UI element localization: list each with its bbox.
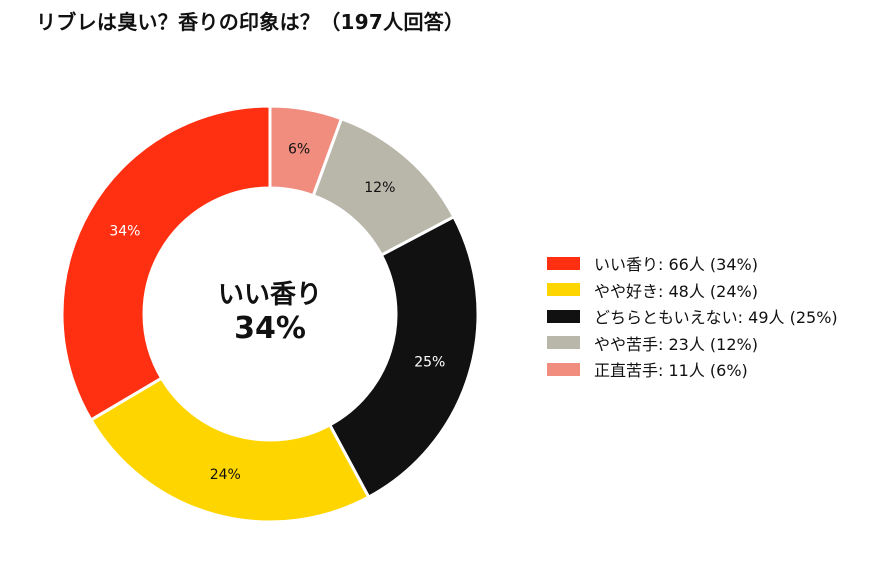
legend-item-neutral: どちらともいえない: 49人 (25%) xyxy=(547,303,838,330)
chart-title: リブレは臭い？香りの印象は？（197人回答） xyxy=(36,10,465,34)
slice-label-somewhat-dislike: 12% xyxy=(364,180,395,196)
slice-label-dislike: 6% xyxy=(288,142,310,158)
legend-label-dislike: 正直苦手: 11人 (6%) xyxy=(594,361,748,381)
slice-label-somewhat-like: 24% xyxy=(210,467,241,483)
donut-slice-good-smell xyxy=(60,104,272,422)
slice-label-good-smell: 34% xyxy=(109,223,140,239)
slice-label-neutral: 25% xyxy=(414,355,445,371)
legend-item-somewhat-dislike: やや苦手: 23人 (12%) xyxy=(547,330,838,357)
legend-label-neutral: どちらともいえない: 49人 (25%) xyxy=(594,308,838,328)
legend-item-somewhat-like: やや好き: 48人 (24%) xyxy=(547,277,838,304)
legend-swatch-somewhat-dislike xyxy=(547,336,580,350)
donut-slice-somewhat-like xyxy=(89,376,371,524)
legend-swatch-neutral xyxy=(547,309,580,323)
legend-label-good-smell: いい香り: 66人 (34%) xyxy=(594,255,758,275)
legend-swatch-somewhat-like xyxy=(547,283,580,297)
center-label: いい香り 34% xyxy=(170,280,370,347)
legend-swatch-good-smell xyxy=(547,256,580,270)
center-label-category: いい香り xyxy=(217,280,322,310)
legend-swatch-dislike xyxy=(547,362,580,376)
legend-label-somewhat-like: やや好き: 48人 (24%) xyxy=(594,281,758,301)
legend-item-good-smell: いい香り: 66人 (34%) xyxy=(547,250,838,277)
legend-label-somewhat-dislike: やや苦手: 23人 (12%) xyxy=(594,334,758,354)
legend-item-dislike: 正直苦手: 11人 (6%) xyxy=(547,356,838,383)
chart-legend: いい香り: 66人 (34%) やや好き: 48人 (24%) どちらともいえな… xyxy=(547,250,838,383)
center-label-percent: 34% xyxy=(234,311,306,347)
donut-slice-neutral xyxy=(328,215,480,499)
